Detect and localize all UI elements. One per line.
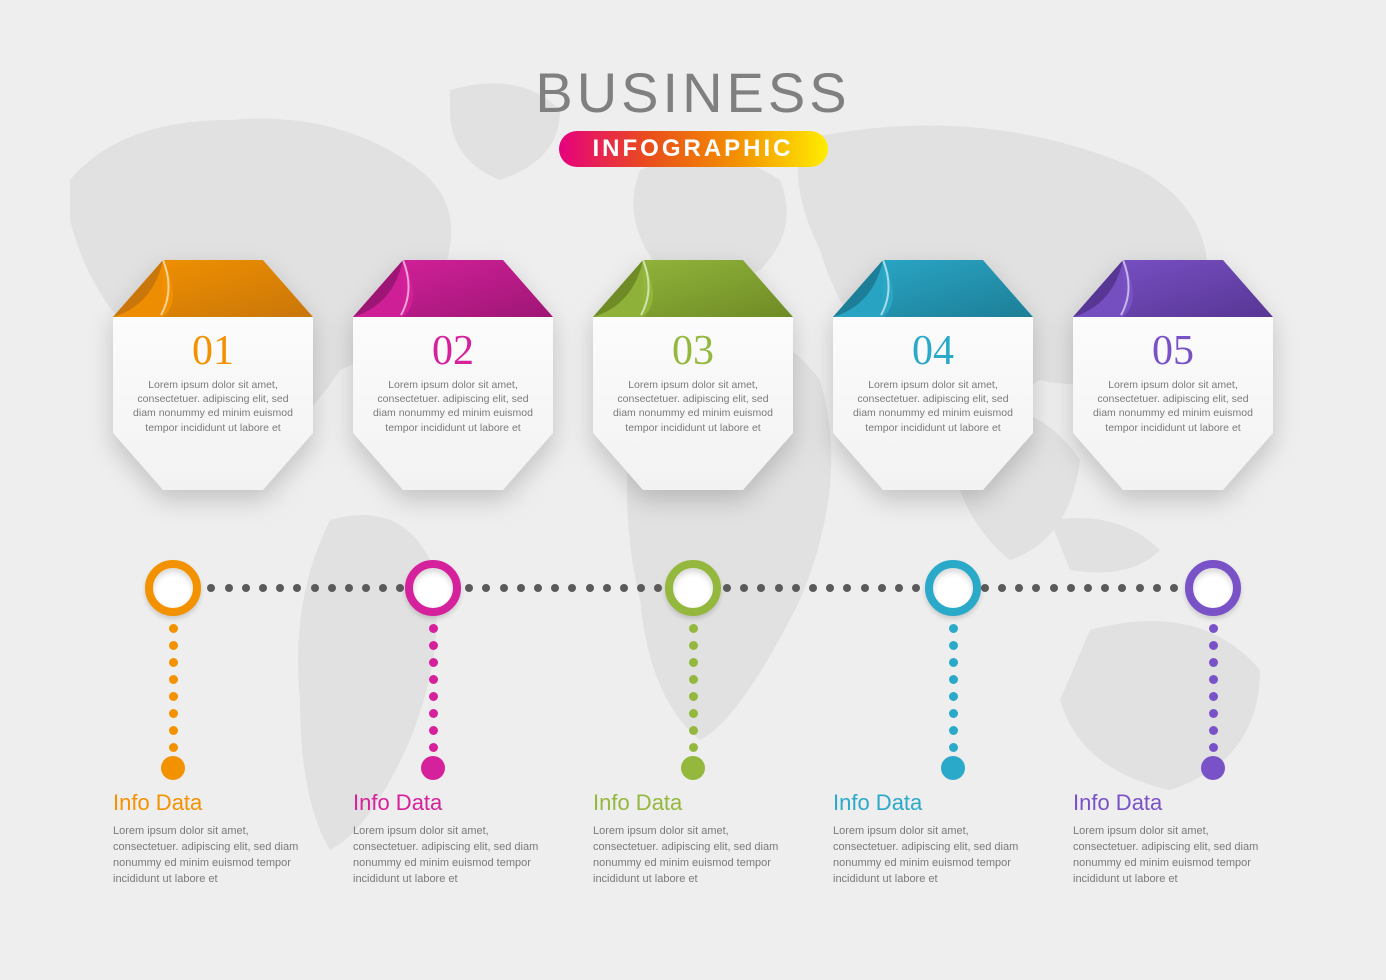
hexagon: 02 Lorem ipsum dolor sit amet, consectet… bbox=[353, 260, 553, 490]
timeline-stem bbox=[405, 624, 461, 752]
hexagon-item: 03 Lorem ipsum dolor sit amet, consectet… bbox=[593, 260, 793, 490]
infographic-canvas: BUSINESS INFOGRAPHIC 01 Lo bbox=[0, 0, 1386, 980]
hexagon-number: 05 bbox=[1093, 330, 1253, 372]
info-title: Info Data bbox=[593, 790, 793, 816]
hexagon-body-text: Lorem ipsum dolor sit amet, consectetuer… bbox=[133, 378, 293, 435]
hexagon: 03 Lorem ipsum dolor sit amet, consectet… bbox=[593, 260, 793, 490]
subtitle-pill: INFOGRAPHIC bbox=[559, 131, 828, 167]
timeline-ring bbox=[925, 560, 981, 616]
timeline-ring bbox=[145, 560, 201, 616]
timeline-end-dot bbox=[681, 756, 705, 780]
info-title: Info Data bbox=[353, 790, 553, 816]
timeline-end-dot bbox=[941, 756, 965, 780]
timeline-ring bbox=[405, 560, 461, 616]
timeline-stem bbox=[1185, 624, 1241, 752]
info-body-text: Lorem ipsum dolor sit amet, consectetuer… bbox=[113, 824, 313, 888]
hexagon-number: 02 bbox=[373, 330, 533, 372]
info-body-text: Lorem ipsum dolor sit amet, consectetuer… bbox=[353, 824, 553, 888]
timeline-node bbox=[405, 560, 461, 780]
hexagon-item: 04 Lorem ipsum dolor sit amet, consectet… bbox=[833, 260, 1033, 490]
info-row: Info Data Lorem ipsum dolor sit amet, co… bbox=[0, 790, 1386, 888]
hexagon-body-text: Lorem ipsum dolor sit amet, consectetuer… bbox=[1093, 378, 1253, 435]
timeline-end-dot bbox=[421, 756, 445, 780]
hexagon-item: 02 Lorem ipsum dolor sit amet, consectet… bbox=[353, 260, 553, 490]
hexagon-item: 01 Lorem ipsum dolor sit amet, consectet… bbox=[113, 260, 313, 490]
timeline-node bbox=[665, 560, 721, 780]
timeline-node bbox=[925, 560, 981, 780]
timeline-ring bbox=[665, 560, 721, 616]
hexagon-number: 01 bbox=[133, 330, 293, 372]
hexagon: 04 Lorem ipsum dolor sit amet, consectet… bbox=[833, 260, 1033, 490]
info-column: Info Data Lorem ipsum dolor sit amet, co… bbox=[113, 790, 313, 888]
timeline-ring bbox=[1185, 560, 1241, 616]
hexagon: 01 Lorem ipsum dolor sit amet, consectet… bbox=[113, 260, 313, 490]
info-column: Info Data Lorem ipsum dolor sit amet, co… bbox=[833, 790, 1033, 888]
hexagon-number: 03 bbox=[613, 330, 773, 372]
info-column: Info Data Lorem ipsum dolor sit amet, co… bbox=[593, 790, 793, 888]
hexagon-row: 01 Lorem ipsum dolor sit amet, consectet… bbox=[0, 260, 1386, 490]
info-body-text: Lorem ipsum dolor sit amet, consectetuer… bbox=[593, 824, 793, 888]
info-title: Info Data bbox=[833, 790, 1033, 816]
hexagon-body-text: Lorem ipsum dolor sit amet, consectetuer… bbox=[613, 378, 773, 435]
timeline-node bbox=[145, 560, 201, 780]
timeline-inner bbox=[113, 560, 1273, 760]
timeline-stem bbox=[925, 624, 981, 752]
info-body-text: Lorem ipsum dolor sit amet, consectetuer… bbox=[833, 824, 1033, 888]
timeline-stem bbox=[665, 624, 721, 752]
info-body-text: Lorem ipsum dolor sit amet, consectetuer… bbox=[1073, 824, 1273, 888]
info-column: Info Data Lorem ipsum dolor sit amet, co… bbox=[1073, 790, 1273, 888]
hexagon: 05 Lorem ipsum dolor sit amet, consectet… bbox=[1073, 260, 1273, 490]
hexagon-number: 04 bbox=[853, 330, 1013, 372]
timeline-node bbox=[1185, 560, 1241, 780]
timeline-stem bbox=[145, 624, 201, 752]
timeline-end-dot bbox=[1201, 756, 1225, 780]
info-title: Info Data bbox=[1073, 790, 1273, 816]
page-title: BUSINESS bbox=[0, 60, 1386, 125]
timeline-end-dot bbox=[161, 756, 185, 780]
info-title: Info Data bbox=[113, 790, 313, 816]
hexagon-body-text: Lorem ipsum dolor sit amet, consectetuer… bbox=[853, 378, 1013, 435]
header: BUSINESS INFOGRAPHIC bbox=[0, 60, 1386, 167]
info-column: Info Data Lorem ipsum dolor sit amet, co… bbox=[353, 790, 553, 888]
timeline bbox=[0, 560, 1386, 760]
hexagon-body-text: Lorem ipsum dolor sit amet, consectetuer… bbox=[373, 378, 533, 435]
hexagon-item: 05 Lorem ipsum dolor sit amet, consectet… bbox=[1073, 260, 1273, 490]
